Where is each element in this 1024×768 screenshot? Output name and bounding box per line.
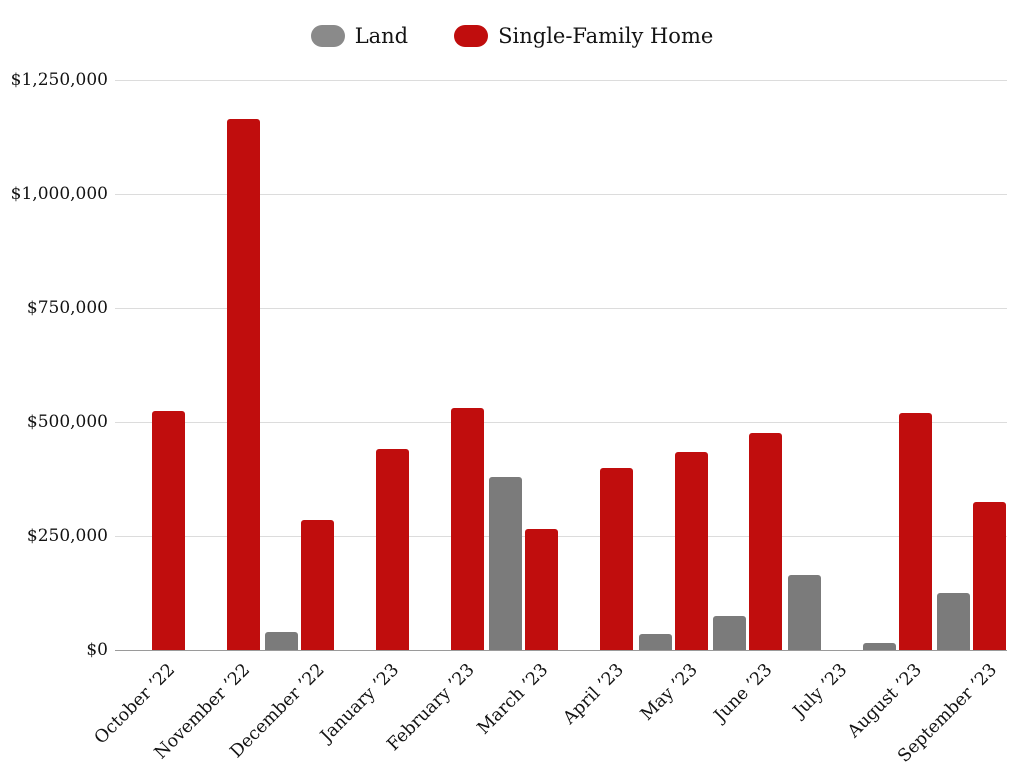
bar-single-family-home[interactable] — [226, 118, 260, 650]
x-axis-line — [115, 650, 1007, 651]
bar-single-family-home[interactable] — [450, 408, 484, 650]
bar-single-family-home[interactable] — [973, 501, 1007, 650]
x-tick-label: July ’23 — [789, 660, 852, 722]
bar-single-family-home[interactable] — [674, 451, 708, 650]
y-tick-label: $500,000 — [26, 412, 108, 432]
legend-item-land[interactable]: Land — [310, 24, 409, 48]
category-slot — [936, 80, 1011, 650]
category-slot — [488, 80, 563, 650]
gridline — [115, 422, 1007, 423]
bar-land[interactable] — [862, 643, 896, 650]
category-slot — [339, 80, 414, 650]
bar-land[interactable] — [489, 476, 523, 650]
bar-land[interactable] — [713, 615, 747, 650]
category-slot — [638, 80, 713, 650]
legend-label-single-family-home: Single-Family Home — [498, 24, 714, 48]
land-color-swatch-icon — [310, 25, 345, 47]
bar-single-family-home[interactable] — [376, 449, 409, 650]
gridline — [115, 536, 1007, 537]
category-slot — [862, 80, 937, 650]
category-slot — [787, 80, 862, 650]
category-slot — [712, 80, 787, 650]
gridline — [115, 80, 1007, 81]
gridline — [115, 194, 1007, 195]
gridline — [115, 308, 1007, 309]
bar-land[interactable] — [638, 634, 672, 650]
category-slot — [115, 80, 190, 650]
category-slot — [264, 80, 339, 650]
bar-land[interactable] — [937, 593, 971, 650]
x-tick-label: May ’23 — [637, 660, 703, 725]
legend: Land Single-Family Home — [0, 24, 1024, 48]
single-family-home-color-swatch-icon — [454, 25, 489, 47]
legend-item-single-family-home[interactable]: Single-Family Home — [454, 24, 713, 48]
bar-single-family-home[interactable] — [152, 410, 185, 650]
x-tick-label: April ’23 — [559, 660, 628, 729]
bar-single-family-home[interactable] — [525, 529, 559, 650]
y-tick-label: $0 — [86, 640, 108, 660]
plot-area — [115, 80, 1011, 651]
legend-label-land: Land — [354, 24, 409, 48]
x-tick-label: August ’23 — [844, 660, 927, 742]
category-slot — [190, 80, 265, 650]
bar-single-family-home[interactable] — [600, 467, 633, 650]
category-slot — [414, 80, 489, 650]
category-slot — [563, 80, 638, 650]
bar-single-family-home[interactable] — [749, 433, 783, 650]
y-tick-label: $750,000 — [26, 298, 108, 318]
y-tick-label: $1,250,000 — [10, 70, 108, 90]
x-tick-label: March ’23 — [474, 660, 553, 739]
bar-land[interactable] — [265, 631, 299, 650]
y-tick-label: $250,000 — [26, 526, 108, 546]
y-tick-label: $1,000,000 — [10, 184, 108, 204]
bar-land[interactable] — [788, 574, 821, 650]
bar-single-family-home[interactable] — [301, 520, 335, 650]
bar-single-family-home[interactable] — [898, 412, 932, 650]
x-tick-label: June ’23 — [710, 660, 777, 726]
